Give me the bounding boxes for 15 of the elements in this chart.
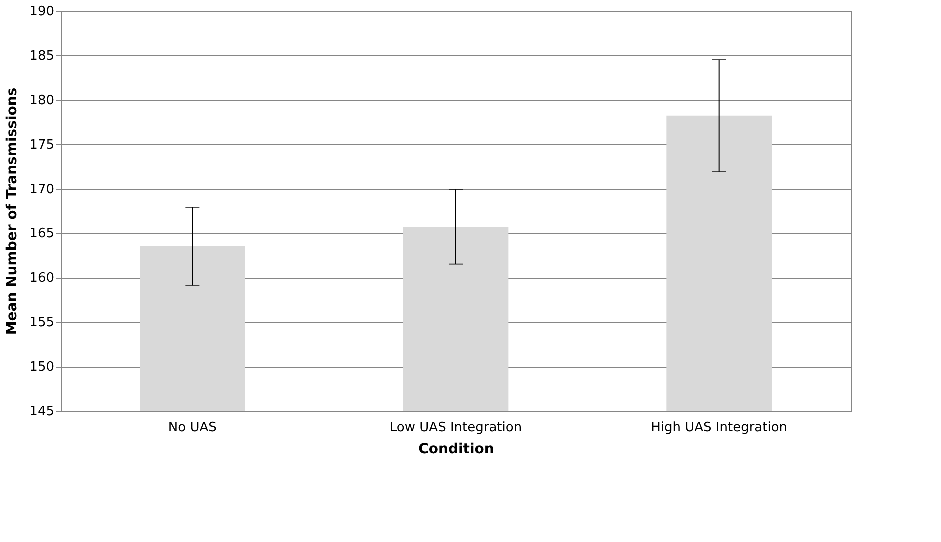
y-tick-label: 165	[30, 226, 54, 242]
y-tick-label: 185	[30, 48, 54, 64]
x-tick-label: Low UAS Integration	[390, 420, 522, 436]
y-tick-label: 145	[30, 404, 54, 420]
y-tick-label: 170	[30, 182, 54, 198]
y-tick-label: 150	[30, 360, 54, 376]
x-axis-title: Condition	[418, 442, 494, 458]
y-tick-label: 155	[30, 316, 54, 331]
y-tick-label: 180	[30, 93, 54, 108]
y-tick-label: 160	[30, 271, 54, 286]
y-axis-title: Mean Number of Transmissions	[4, 88, 21, 336]
x-tick-label: No UAS	[168, 420, 217, 436]
x-tick-label: High UAS Integration	[651, 420, 788, 436]
y-tick-label: 190	[30, 4, 54, 20]
y-tick-label: 175	[30, 138, 54, 153]
